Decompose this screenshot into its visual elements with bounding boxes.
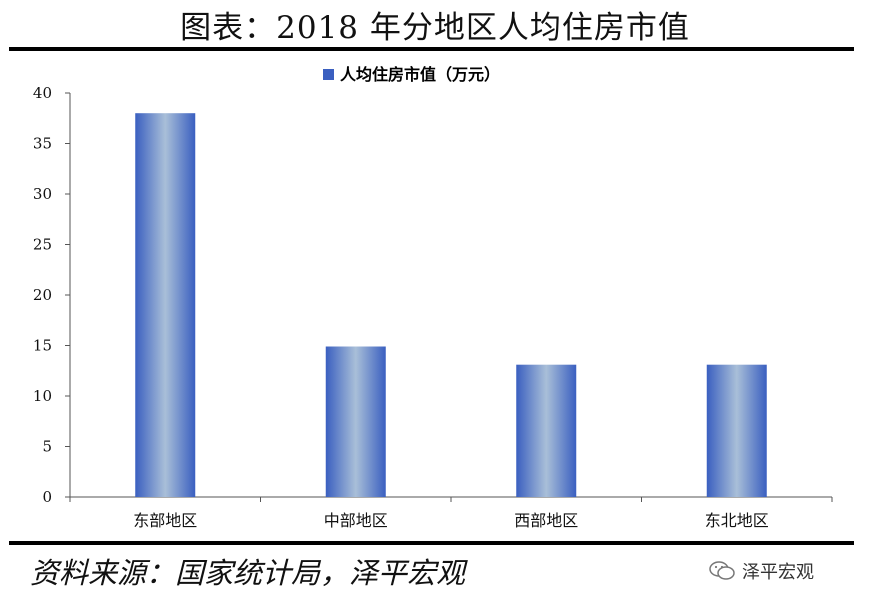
y-tick-label: 5 — [42, 438, 52, 456]
legend-swatch — [323, 69, 334, 80]
bottom-rule — [9, 541, 854, 545]
x-tick-label: 东北地区 — [705, 511, 769, 530]
bar — [135, 113, 196, 497]
y-tick-label: 40 — [33, 84, 52, 102]
x-tick-label: 东部地区 — [133, 511, 197, 530]
bar-chart: 人均住房市值（万元） 0 5 10 15 20 25 30 35 40 东部地区 中部地区 西部地区… — [33, 65, 833, 530]
chart-legend: 人均住房市值（万元） — [323, 65, 500, 84]
wechat-icon — [709, 561, 735, 580]
watermark-text: 泽平宏观 — [742, 562, 814, 583]
source-note: 资料来源：国家统计局，泽平宏观 — [30, 556, 466, 590]
y-tick-label: 25 — [33, 236, 52, 254]
page-title: 图表：2018 年分地区人均住房市值 — [180, 10, 690, 46]
y-tick-label: 0 — [42, 488, 52, 506]
x-tick-label: 中部地区 — [324, 511, 388, 530]
y-tick-label: 15 — [33, 337, 52, 355]
watermark: 泽平宏观 — [708, 558, 814, 584]
bar — [516, 364, 577, 497]
y-tick-label: 35 — [33, 135, 52, 153]
top-rule — [9, 47, 854, 51]
legend-label: 人均住房市值（万元） — [340, 65, 500, 84]
x-tick-label: 西部地区 — [514, 511, 578, 530]
y-tick-label: 30 — [33, 185, 52, 203]
bar — [325, 346, 386, 497]
y-tick-label: 20 — [33, 286, 52, 304]
bar — [706, 364, 767, 497]
y-tick-label: 10 — [33, 387, 52, 405]
